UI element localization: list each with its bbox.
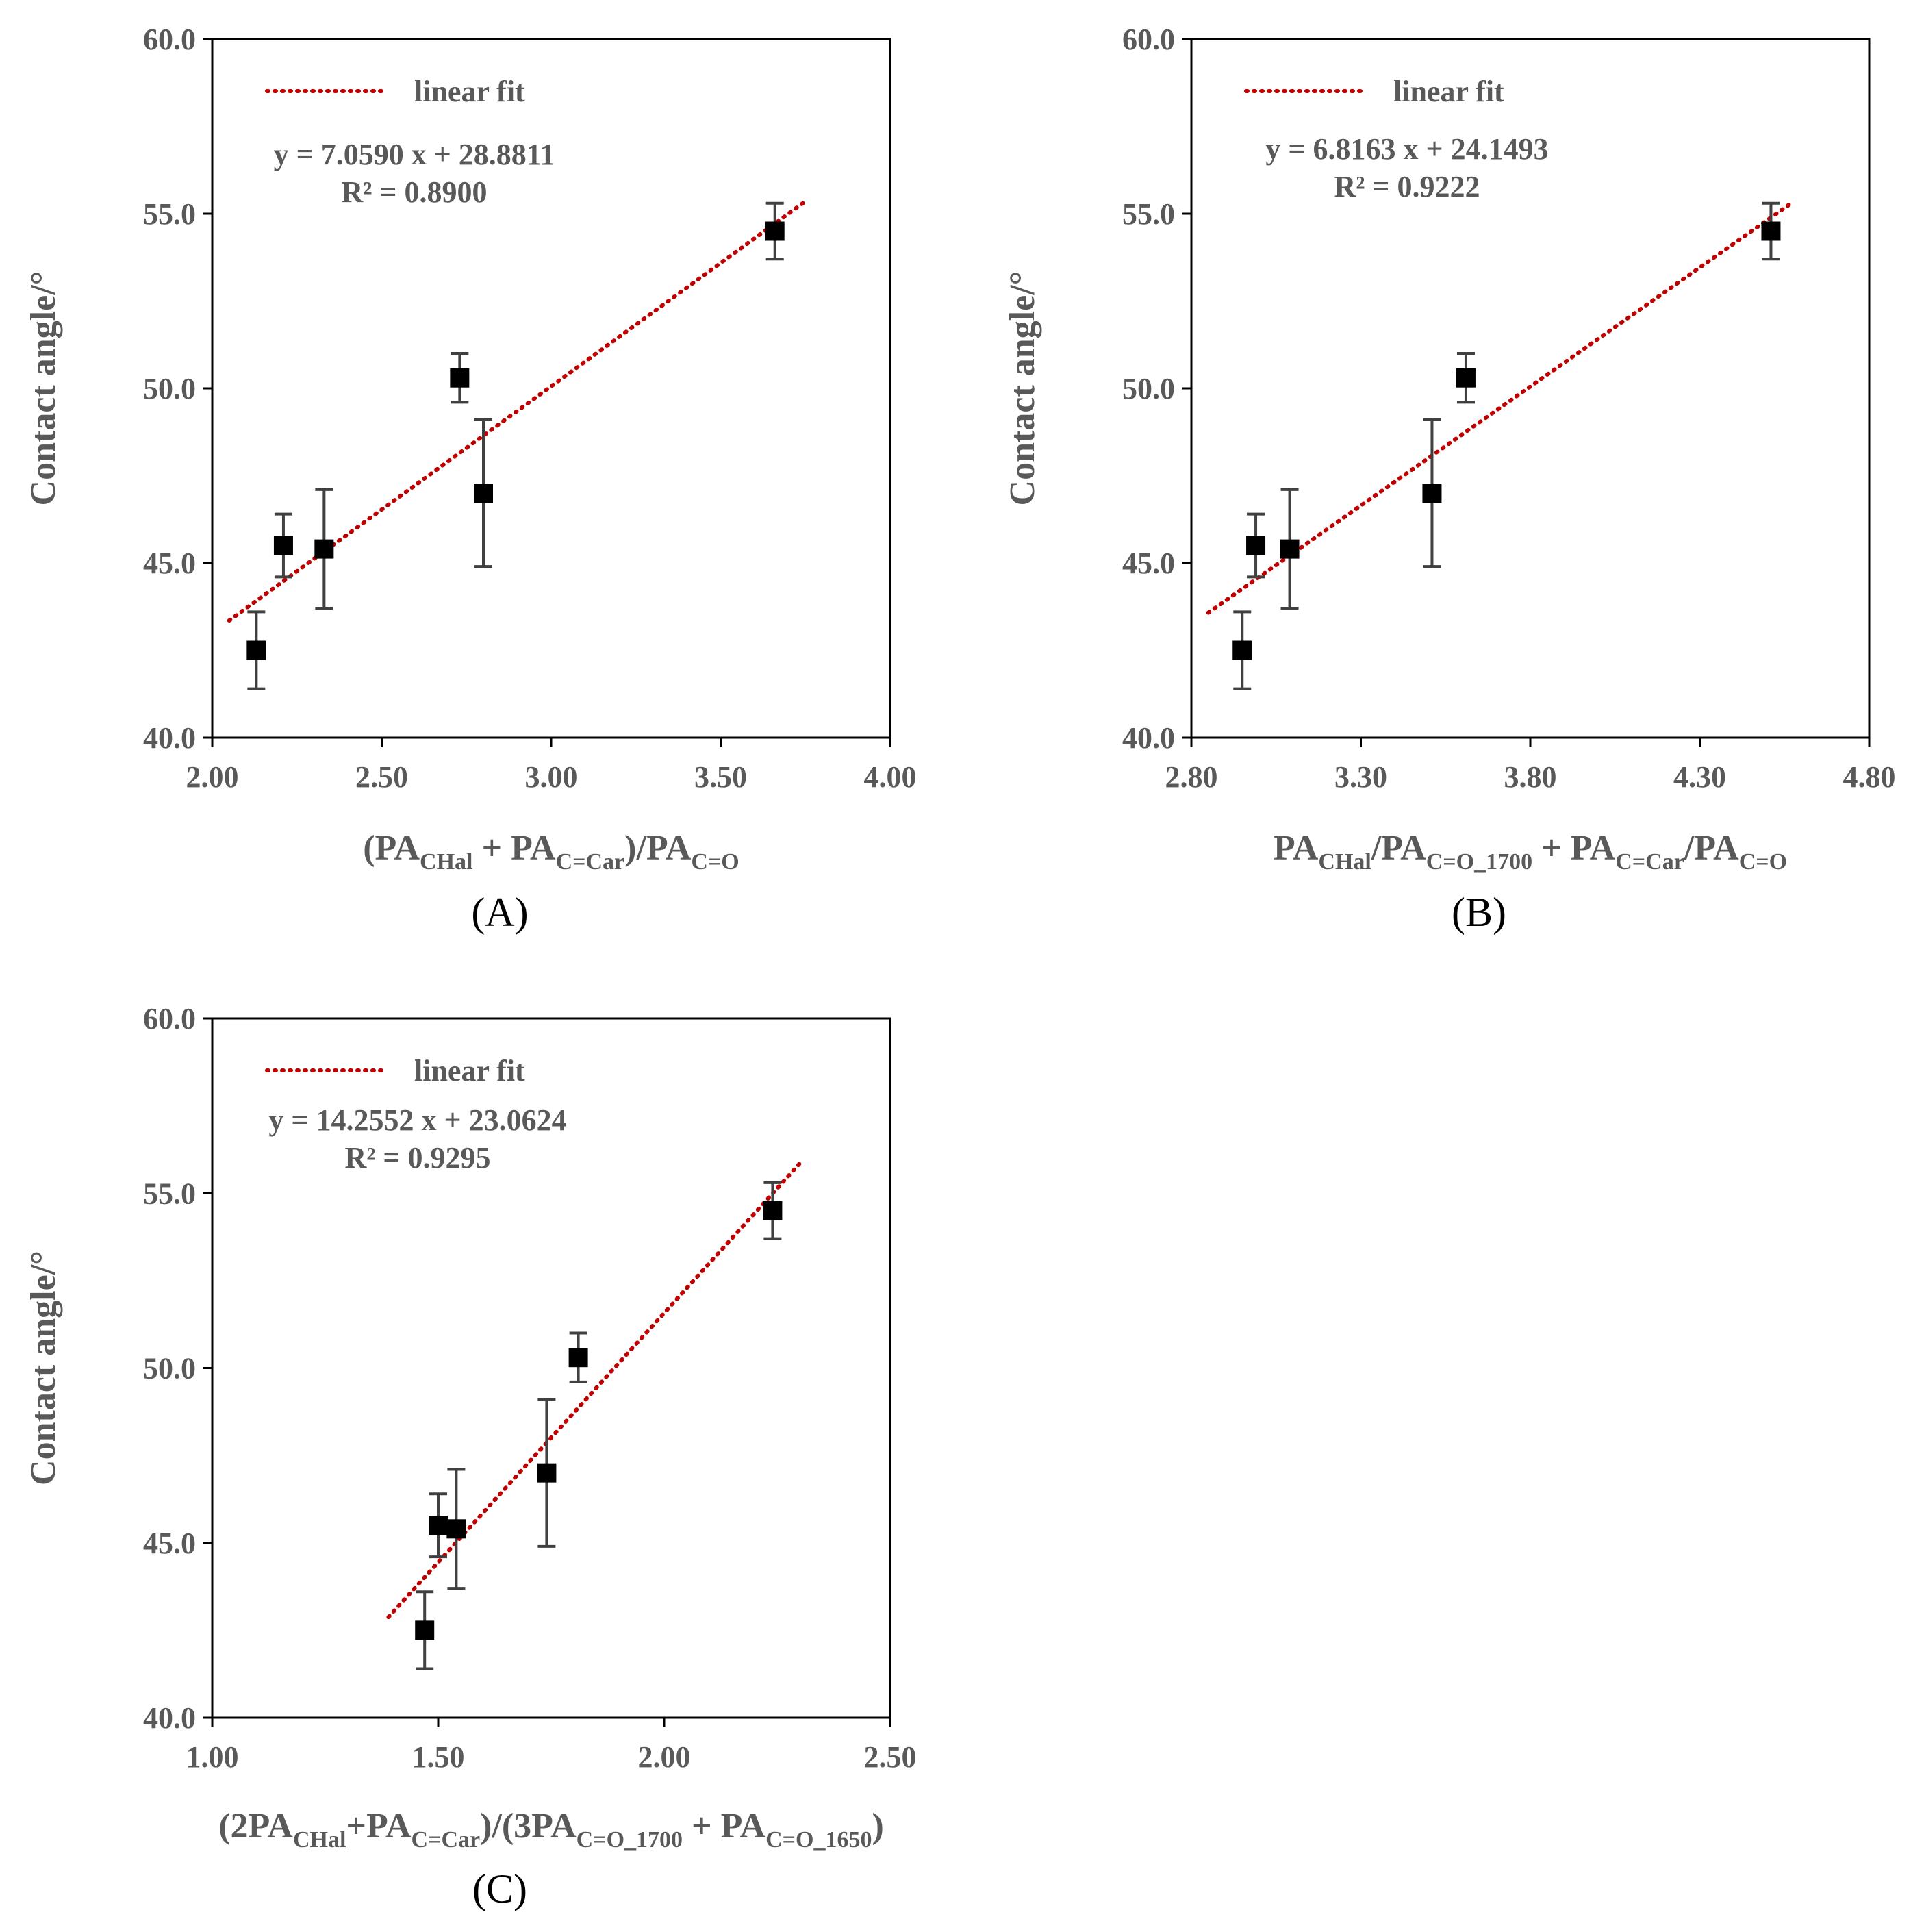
y-tick-label: 45.0 [143,547,196,580]
x-axis-label: (2PACHal+PAC=Car)/(3PAC=O_1700 + PAC=O_1… [218,1807,884,1853]
x-axis-label: PACHal/PAC=O_1700 + PAC=Car/PAC=O [1274,829,1787,875]
x-tick-label: 2.00 [638,1740,691,1774]
y-tick-label: 50.0 [143,372,196,405]
data-point [450,368,470,388]
x-tick-label: 3.50 [694,760,747,794]
chart-panel-0: 40.0 45.0 50.0 55.0 60.0 2.00 2.50 3.00 3.50 4.00… [24,23,917,935]
y-tick-label: 55.0 [1122,197,1175,231]
data-point [273,536,293,555]
data-point [446,1519,466,1539]
x-axis-label: (PACHal + PAC=Car)/PAC=O [363,829,739,875]
data-point [1280,539,1300,559]
fit-r-squared: R² = 0.9222 [1334,170,1480,203]
data-point [415,1620,435,1640]
x-tick-label: 4.00 [864,760,917,794]
x-tick-label: 4.80 [1843,760,1896,794]
y-tick-label: 40.0 [143,721,196,755]
data-point [763,1201,783,1220]
fit-equation: y = 14.2552 x + 23.0624 [268,1103,566,1137]
data-point [537,1463,557,1483]
y-tick-label: 40.0 [1122,721,1175,755]
x-tick-label: 4.30 [1673,760,1726,794]
data-point [568,1348,588,1368]
x-tick-label: 3.00 [525,760,578,794]
y-axis-label: Contact angle/° [24,1251,63,1485]
fit-line [1206,201,1794,615]
fit-equation: y = 7.0590 x + 28.8811 [274,138,555,171]
x-tick-label: 2.50 [355,760,408,794]
legend-label: linear fit [414,75,525,108]
y-tick-label: 55.0 [143,1177,196,1210]
x-tick-label: 1.00 [186,1740,239,1774]
x-tick-label: 3.30 [1334,760,1387,794]
data-point [1232,640,1252,660]
fit-equation: y = 6.8163 x + 24.1493 [1265,132,1548,166]
x-tick-label: 2.50 [864,1740,917,1774]
data-point [314,539,334,559]
data-point [474,484,493,503]
panel-label: (B) [1452,890,1506,935]
fit-line [386,1161,802,1620]
x-tick-label: 1.50 [412,1740,465,1774]
x-tick-label: 3.80 [1504,760,1557,794]
y-tick-label: 40.0 [143,1701,196,1735]
chart-panel-1: 40.0 45.0 50.0 55.0 60.0 2.80 3.30 3.80 4.30 4.80… [1003,23,1896,935]
data-point [1422,484,1442,503]
y-tick-label: 45.0 [1122,547,1175,580]
y-tick-label: 50.0 [143,1352,196,1385]
fit-r-squared: R² = 0.8900 [341,175,487,209]
data-point [1246,536,1266,555]
data-point [1456,368,1476,388]
y-axis-label: Contact angle/° [24,271,63,506]
data-point [1761,221,1781,241]
y-tick-label: 60.0 [143,1002,196,1036]
x-tick-label: 2.80 [1165,760,1218,794]
fit-r-squared: R² = 0.9295 [344,1141,490,1175]
data-point [429,1516,448,1535]
y-tick-label: 55.0 [143,197,196,231]
y-axis-label: Contact angle/° [1003,271,1042,506]
data-point [246,640,266,660]
legend-label: linear fit [414,1054,525,1088]
y-tick-label: 50.0 [1122,372,1175,405]
x-tick-label: 2.00 [186,760,239,794]
data-point [765,221,785,241]
y-tick-label: 45.0 [143,1527,196,1560]
y-tick-label: 60.0 [1122,23,1175,56]
panel-label: (C) [472,1866,527,1911]
y-tick-label: 60.0 [143,23,196,56]
chart-panel-2: 40.0 45.0 50.0 55.0 60.0 1.00 1.50 2.00 2.50 Cont… [24,1002,917,1911]
panel-label: (A) [471,890,528,935]
legend-label: linear fit [1393,75,1504,108]
